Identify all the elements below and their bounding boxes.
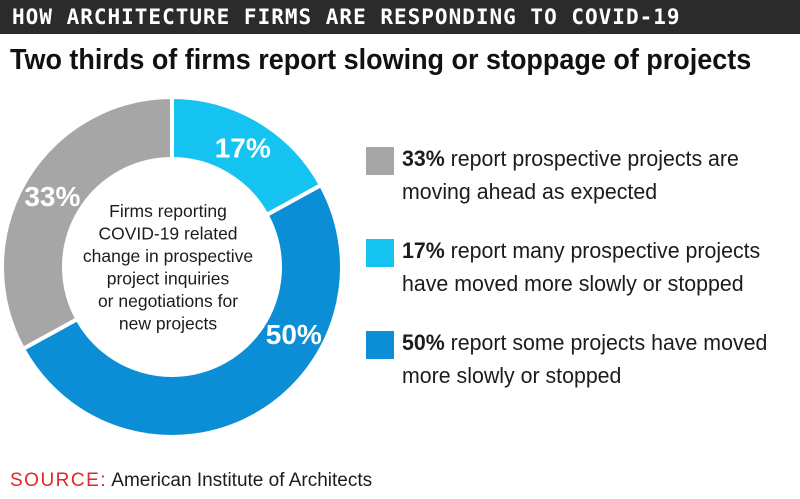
slice-label-50pct: 50% <box>266 319 322 350</box>
center-label-line: COVID-19 related <box>98 223 237 243</box>
slice-label-17pct: 17% <box>215 132 271 163</box>
legend-label-1: report prospective projects are moving a… <box>402 146 739 204</box>
legend-item-1: 33% report prospective projects are movi… <box>366 142 794 208</box>
donut-slice-33pct <box>0 94 174 352</box>
center-label-line: Firms reporting <box>109 201 227 221</box>
source-label: SOURCE: <box>10 470 108 491</box>
legend-swatch-2 <box>366 239 394 267</box>
legend-label-3: report some projects have moved more slo… <box>402 330 768 388</box>
center-label-line: new projects <box>119 313 217 333</box>
legend-swatch-1 <box>366 147 394 175</box>
center-label-line: change in prospective <box>83 246 253 266</box>
banner: HOW ARCHITECTURE FIRMS ARE RESPONDING TO… <box>0 0 800 34</box>
legend-label-2: report many prospective projects have mo… <box>402 238 761 296</box>
headline: Two thirds of firms report slowing or st… <box>10 44 752 76</box>
legend-swatch-3 <box>366 331 394 359</box>
legend-item-3: 50% report some projects have moved more… <box>366 326 794 392</box>
legend-item-2: 17% report many prospective projects hav… <box>366 234 794 300</box>
donut-slice-50pct <box>20 182 344 439</box>
center-label-line: project inquiries <box>107 268 230 288</box>
banner-title: HOW ARCHITECTURE FIRMS ARE RESPONDING TO… <box>12 5 681 29</box>
legend-pct-3: 50% <box>402 330 445 355</box>
source-text: American Institute of Architects <box>107 470 373 491</box>
center-label-line: or negotiations for <box>98 291 238 311</box>
legend-pct-2: 17% <box>402 238 445 263</box>
source-note: SOURCE: American Institute of Architects <box>10 470 372 492</box>
slice-label-33pct: 33% <box>24 181 80 212</box>
legend-pct-1: 33% <box>402 146 445 171</box>
